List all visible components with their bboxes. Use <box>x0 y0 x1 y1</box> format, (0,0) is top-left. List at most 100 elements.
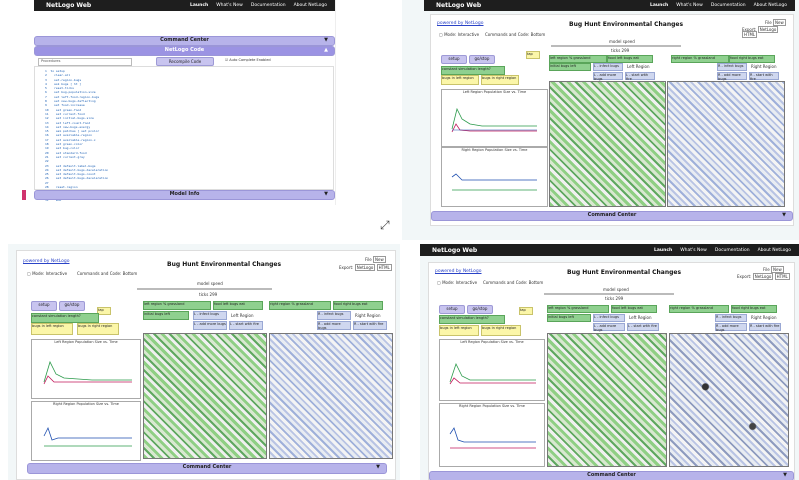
right-world-view[interactable] <box>269 333 393 459</box>
constant-simulation-switch[interactable]: constant simulation length? <box>441 66 505 75</box>
export-html-button[interactable]: HTML <box>376 264 392 271</box>
nav-whats-new[interactable]: What's New <box>676 3 703 8</box>
food-right-slider[interactable]: food right bugs eat <box>333 301 383 310</box>
export-netlogo-button[interactable]: NetLogo <box>752 273 774 280</box>
left-grass-slider[interactable]: left region % grassland <box>143 301 211 310</box>
procedures-select[interactable]: Procedures <box>38 58 132 66</box>
nav-documentation[interactable]: Documentation <box>710 3 746 8</box>
left-world-view[interactable] <box>549 81 666 207</box>
setup-button[interactable]: setup <box>441 55 467 64</box>
start-left-button[interactable]: L - start with fire <box>229 321 263 330</box>
export-html-button[interactable]: HTML <box>774 273 790 280</box>
constant-simulation-switch[interactable]: constant simulation length? <box>439 315 505 324</box>
export-netlogo-button[interactable]: NetLogo <box>757 26 779 33</box>
add-left-button[interactable]: L - infect bugs <box>593 314 625 322</box>
nav-whats-new[interactable]: What's New <box>216 3 243 8</box>
nav-launch[interactable]: Launch <box>654 247 673 253</box>
food-left-slider[interactable]: food left bugs eat <box>213 301 263 310</box>
start-right-button[interactable]: R - start with fire <box>749 72 779 81</box>
food-right-slider[interactable]: food right bugs eat <box>729 55 775 63</box>
right-plot-svg <box>43 426 132 447</box>
powered-by-link[interactable]: powered by NetLogo <box>435 269 482 274</box>
speed-slider[interactable] <box>137 288 272 290</box>
setup-button[interactable]: setup <box>439 305 465 314</box>
more-left-button[interactable]: L - add more bugs <box>193 321 227 330</box>
nav-documentation[interactable]: Documentation <box>714 247 750 253</box>
food-left-slider[interactable]: food left bugs eat <box>611 305 657 313</box>
left-world-view[interactable] <box>143 333 267 459</box>
left-grass-slider[interactable]: left region % grassland <box>549 55 607 63</box>
export-html-button[interactable]: HTML <box>742 31 758 38</box>
nav-about[interactable]: About NetLogo <box>757 247 791 253</box>
new-label[interactable]: New <box>772 19 786 26</box>
nav-about[interactable]: About NetLogo <box>753 3 787 8</box>
right-world-view[interactable] <box>667 81 785 207</box>
go-button[interactable]: go/stop <box>469 55 495 64</box>
nav-brand[interactable]: NetLogo Web <box>432 246 478 254</box>
right-world-view[interactable] <box>669 333 789 467</box>
left-world-view[interactable] <box>547 333 667 467</box>
nav-documentation[interactable]: Documentation <box>250 3 286 8</box>
nav-launch[interactable]: Launch <box>190 3 209 8</box>
add-right-button[interactable]: R - infect bugs <box>717 63 747 71</box>
add-left-button[interactable]: L - infect bugs <box>193 311 227 320</box>
nav-whats-new[interactable]: What's New <box>680 247 707 253</box>
model-info-bar[interactable]: Model Info ▼ <box>34 190 335 200</box>
mode-interactive[interactable]: ▢ Mode: Interactive <box>439 32 480 37</box>
resize-arrow-icon[interactable]: ⤢ <box>380 218 390 232</box>
init-bugs-left-slider[interactable]: initial bugs left <box>143 311 189 320</box>
powered-by-link[interactable]: powered by NetLogo <box>23 259 70 264</box>
export-netlogo-button[interactable]: NetLogo <box>354 264 376 271</box>
left-grass-slider[interactable]: left region % grassland <box>547 305 609 313</box>
new-label[interactable]: New <box>372 256 386 263</box>
new-label[interactable]: New <box>770 266 784 273</box>
start-right-button[interactable]: R - start with fire <box>749 323 781 331</box>
right-grass-slider[interactable]: right region % grassland <box>269 301 331 310</box>
right-grass-slider[interactable]: right region % grassland <box>669 305 729 313</box>
setup-button[interactable]: setup <box>31 301 57 311</box>
init-bugs-left-slider[interactable]: initial bugs left <box>547 314 591 322</box>
autocomplete-checkbox[interactable]: ☑ Auto Complete Enabled <box>225 58 271 62</box>
go-button[interactable]: go/stop <box>59 301 85 311</box>
command-center-bar[interactable]: Command Center ▼ <box>34 36 335 46</box>
add-right-button[interactable]: R - infect bugs <box>715 314 747 322</box>
speed-slider[interactable] <box>551 45 681 47</box>
nav-brand[interactable]: NetLogo Web <box>46 2 92 9</box>
more-right-button[interactable]: R - add more bugs <box>715 323 747 332</box>
food-right-slider[interactable]: food right bugs eat <box>731 305 777 313</box>
scroll-marker[interactable] <box>22 190 26 200</box>
mode-interactive[interactable]: ▢ Mode: Interactive <box>27 271 68 276</box>
add-left-button[interactable]: L - infect bugs <box>593 63 623 71</box>
commands-code-toggle[interactable]: Commands and Code: Bottom <box>485 32 545 37</box>
start-left-button[interactable]: L - start with fire <box>625 72 655 81</box>
nav-about[interactable]: About NetLogo <box>293 3 327 8</box>
file-menu[interactable]: File New <box>365 256 386 263</box>
more-right-button[interactable]: R - add more bugs <box>317 321 351 330</box>
add-right-button[interactable]: R - infect bugs <box>317 311 351 320</box>
more-right-button[interactable]: R - add more bugs <box>717 72 747 81</box>
file-menu[interactable]: File New <box>765 19 786 26</box>
mode-interactive[interactable]: ▢ Mode: Interactive <box>437 280 478 285</box>
recompile-button[interactable]: Recompile Code <box>156 57 214 66</box>
constant-simulation-switch[interactable]: constant simulation length? <box>31 313 99 323</box>
start-right-button[interactable]: R - start with fire <box>353 321 387 330</box>
nav-brand[interactable]: NetLogo Web <box>436 2 482 9</box>
command-center-bar[interactable]: Command Center ▼ <box>431 211 793 221</box>
commands-code-toggle[interactable]: Commands and Code: Bottom <box>77 271 137 276</box>
netlogo-code-bar[interactable]: NetLogo Code ▲ <box>34 46 335 56</box>
start-left-button[interactable]: L - start with fire <box>627 323 659 331</box>
speed-slider[interactable] <box>544 293 674 295</box>
command-center-bar[interactable]: Command Center ▼ <box>27 463 387 474</box>
code-editor[interactable]: 1 to setup 2 clear-all 3 set-region-bugs 4 … <box>34 66 334 202</box>
go-button[interactable]: go/stop <box>467 305 493 314</box>
more-left-button[interactable]: L - add more bugs <box>593 72 623 81</box>
right-grass-slider[interactable]: right region % grassland <box>671 55 729 63</box>
command-center-bar[interactable]: Command Center ▼ <box>429 471 794 480</box>
file-menu[interactable]: File New <box>763 266 784 273</box>
nav-launch[interactable]: Launch <box>650 3 669 8</box>
init-bugs-left-slider[interactable]: initial bugs left <box>549 63 591 71</box>
food-left-slider[interactable]: food left bugs eat <box>607 55 653 63</box>
powered-by-link[interactable]: powered by NetLogo <box>437 21 484 26</box>
more-left-button[interactable]: L - add more bugs <box>593 323 625 332</box>
commands-code-toggle[interactable]: Commands and Code: Bottom <box>483 280 543 285</box>
